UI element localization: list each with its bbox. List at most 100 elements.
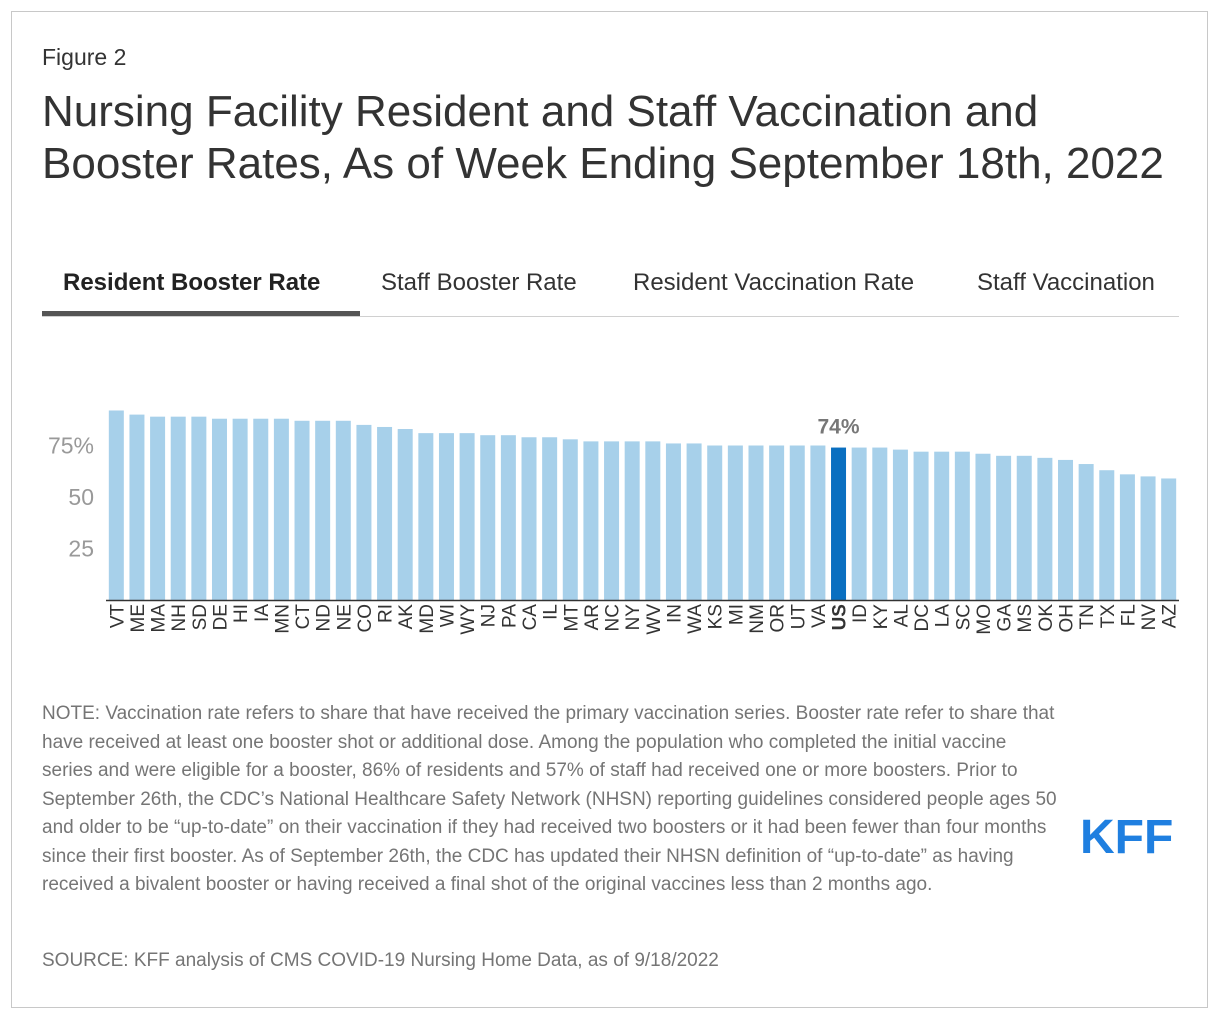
bar-ky[interactable] xyxy=(872,447,888,600)
x-tick-label: FL xyxy=(1118,604,1139,626)
bar-ct[interactable] xyxy=(294,420,310,600)
x-tick-label: LA xyxy=(933,604,954,628)
bar-nm[interactable] xyxy=(748,445,764,601)
bar-wv[interactable] xyxy=(645,441,661,600)
kff-logo: KFF xyxy=(1080,812,1173,858)
bar-mt[interactable] xyxy=(562,439,578,600)
bar-or[interactable] xyxy=(769,445,785,601)
bar-wi[interactable] xyxy=(438,433,454,600)
x-tick-label: VT xyxy=(107,604,128,629)
x-tick-label: KS xyxy=(706,604,727,629)
bar-mo[interactable] xyxy=(975,453,991,600)
x-tick-label: DE xyxy=(210,604,231,630)
x-tick-label: OH xyxy=(1057,604,1078,633)
bar-sd[interactable] xyxy=(191,416,207,600)
x-tick-label: AR xyxy=(582,604,603,630)
chart-title: Nursing Facility Resident and Staff Vacc… xyxy=(42,87,1164,188)
bar-ny[interactable] xyxy=(624,441,640,600)
bar-sc[interactable] xyxy=(954,451,970,600)
bar-pa[interactable] xyxy=(500,435,516,600)
bar-me[interactable] xyxy=(129,414,145,600)
bar-ms[interactable] xyxy=(1016,455,1032,600)
x-tick-label: IL xyxy=(541,604,562,620)
bar-in[interactable] xyxy=(665,443,681,600)
bar-ut[interactable] xyxy=(789,445,805,601)
x-tick-label: TX xyxy=(1098,604,1119,629)
bar-va[interactable] xyxy=(810,445,826,601)
x-tick-label: MI xyxy=(726,604,747,625)
x-tick-label: MT xyxy=(561,604,582,632)
bar-ca[interactable] xyxy=(521,437,537,600)
bar-md[interactable] xyxy=(418,433,434,600)
tab-staff-vaccination[interactable]: Staff Vaccination xyxy=(977,269,1155,296)
bar-ak[interactable] xyxy=(397,429,413,600)
bar-il[interactable] xyxy=(542,437,558,600)
bar-ri[interactable] xyxy=(377,426,393,600)
bar-ok[interactable] xyxy=(1037,457,1053,600)
bar-la[interactable] xyxy=(934,451,950,600)
chart-note: NOTE: Vaccination rate refers to share t… xyxy=(42,703,1057,895)
bar-co[interactable] xyxy=(356,424,372,600)
active-tab-indicator xyxy=(42,311,360,316)
tab-resident-vaccination-rate[interactable]: Resident Vaccination Rate xyxy=(633,269,915,296)
x-tick-label: ID xyxy=(850,604,871,623)
bar-ia[interactable] xyxy=(253,418,269,600)
bar-de[interactable] xyxy=(211,418,227,600)
bar-nc[interactable] xyxy=(604,441,620,600)
bar-oh[interactable] xyxy=(1058,459,1074,600)
x-tick-label: CT xyxy=(293,604,314,630)
y-tick-label: 75% xyxy=(48,433,94,459)
tab-resident-booster-rate[interactable]: Resident Booster Rate xyxy=(63,269,321,296)
y-tick-label: 25 xyxy=(68,536,94,562)
bar-nj[interactable] xyxy=(480,435,496,600)
x-tick-label: AK xyxy=(396,604,417,630)
x-tick-label: CO xyxy=(355,604,376,633)
x-tick-label: NE xyxy=(334,604,355,630)
x-tick-label: OR xyxy=(768,604,789,633)
x-tick-label: AZ xyxy=(1160,604,1181,629)
bar-mi[interactable] xyxy=(727,445,743,601)
x-tick-label: GA xyxy=(995,604,1016,632)
x-tick-label: IN xyxy=(664,604,685,623)
bar-ar[interactable] xyxy=(583,441,599,600)
bar-nv[interactable] xyxy=(1140,476,1156,600)
bar-hi[interactable] xyxy=(232,418,248,600)
bar-dc[interactable] xyxy=(913,451,929,600)
bar-id[interactable] xyxy=(851,447,867,600)
x-tick-label: VA xyxy=(809,604,830,628)
bar-wy[interactable] xyxy=(459,433,475,600)
x-tick-label: MO xyxy=(974,604,995,635)
bar-fl[interactable] xyxy=(1119,474,1135,600)
bar-al[interactable] xyxy=(892,449,908,600)
data-label-us: 74% xyxy=(818,416,860,439)
x-tick-label: CA xyxy=(520,604,541,631)
x-tick-label: NV xyxy=(1139,604,1160,631)
x-tick-label: US xyxy=(830,604,851,630)
bar-ma[interactable] xyxy=(150,416,166,600)
x-tick-label: MS xyxy=(1015,604,1036,633)
bar-ks[interactable] xyxy=(707,445,723,601)
bar-ne[interactable] xyxy=(335,420,351,600)
bar-vt[interactable] xyxy=(108,410,124,600)
bar-nh[interactable] xyxy=(170,416,186,600)
x-tick-label: SD xyxy=(190,604,211,630)
bar-nd[interactable] xyxy=(315,420,331,600)
x-tick-label: KY xyxy=(871,604,892,630)
bar-ga[interactable] xyxy=(996,455,1012,600)
bar-wa[interactable] xyxy=(686,443,702,600)
tab-staff-booster-rate[interactable]: Staff Booster Rate xyxy=(381,269,577,296)
bar-us[interactable] xyxy=(831,447,847,600)
x-tick-label: NY xyxy=(623,604,644,631)
bar-tn[interactable] xyxy=(1078,464,1094,600)
x-tick-label: OK xyxy=(1036,604,1057,632)
bar-mn[interactable] xyxy=(273,418,289,600)
figure-frame xyxy=(11,11,1208,1008)
chart-source: SOURCE: KFF analysis of CMS COVID-19 Nur… xyxy=(42,950,719,971)
bar-az[interactable] xyxy=(1161,478,1177,600)
x-tick-label: MD xyxy=(417,604,438,634)
bar-tx[interactable] xyxy=(1099,470,1115,600)
x-tick-label: ND xyxy=(314,604,335,631)
x-tick-label: TN xyxy=(1077,604,1098,629)
x-tick-label: RI xyxy=(376,604,397,623)
figure-label: Figure 2 xyxy=(42,44,127,70)
